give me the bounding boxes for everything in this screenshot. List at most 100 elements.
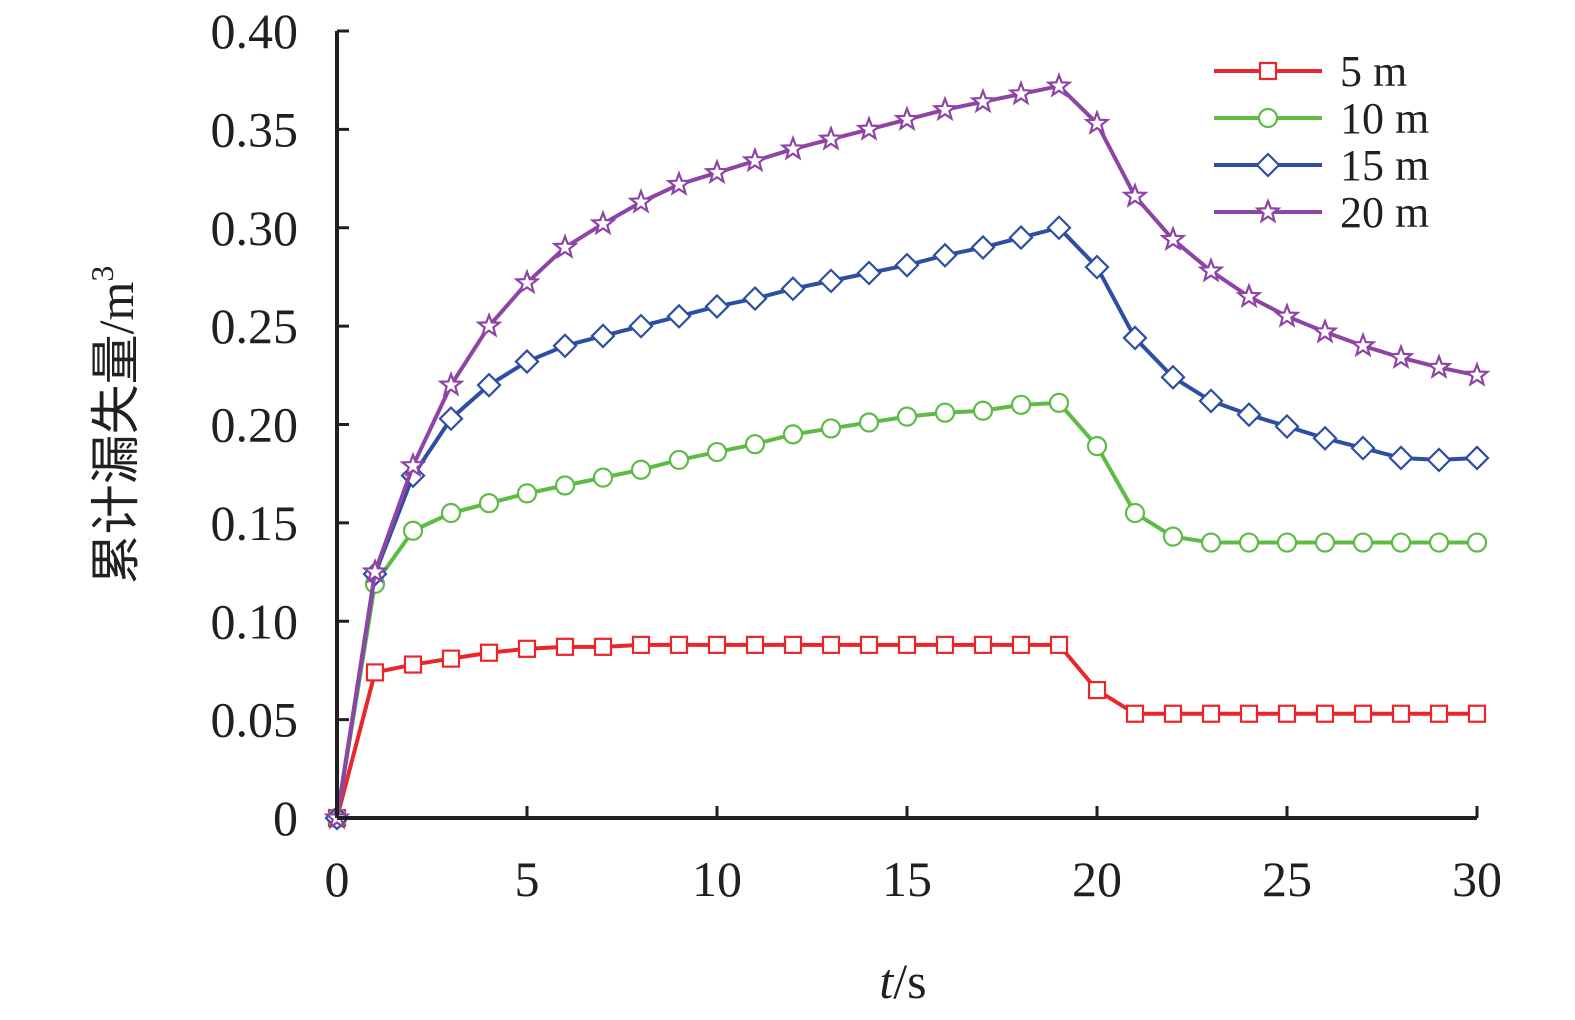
y-tick-label: 0.15 [211, 495, 299, 551]
series-point [1124, 502, 1146, 524]
series-point [817, 125, 845, 151]
series-point [628, 313, 654, 339]
series-point [666, 303, 692, 329]
legend-label: 20 m [1340, 188, 1429, 237]
series-point [631, 635, 651, 654]
y-axis-label: 累计漏失量/m3 [84, 266, 144, 585]
series-point [1162, 526, 1184, 547]
series-point [1391, 704, 1411, 723]
series-point [934, 402, 956, 423]
x-axis-label: t/s [879, 953, 926, 1009]
series-point [1273, 302, 1301, 328]
series-point [517, 639, 537, 658]
series-point [479, 643, 499, 662]
series-point [783, 635, 803, 654]
legend-marker [1255, 152, 1281, 178]
series-point [1084, 254, 1110, 280]
series-point [1388, 445, 1414, 471]
series-point [859, 635, 879, 654]
series-point [932, 242, 958, 268]
series-point [627, 188, 655, 214]
legend-item: 10 m [1214, 94, 1429, 143]
series-point [1046, 215, 1072, 241]
series-point [1048, 392, 1070, 413]
series-point [1008, 225, 1034, 251]
series-point [478, 493, 500, 514]
x-tick-label: 25 [1262, 851, 1312, 907]
series-point [1349, 331, 1377, 358]
series-point [1083, 109, 1111, 135]
series-point [745, 635, 765, 654]
series-point [1353, 704, 1373, 723]
series-point [514, 348, 540, 375]
y-tick-label: 0.30 [211, 200, 299, 256]
series-2 [326, 392, 1488, 829]
series-point [669, 635, 689, 654]
series-point [858, 412, 880, 433]
series-point [779, 134, 807, 161]
series-point [1239, 704, 1259, 723]
series-point [438, 406, 464, 432]
legend: 5 m10 m15 m20 m [1214, 47, 1429, 237]
series-point [744, 434, 766, 455]
x-tick-label: 30 [1452, 851, 1502, 907]
series-1 [327, 635, 1487, 828]
series-3 [324, 215, 1490, 831]
legend-marker [1258, 61, 1278, 81]
series-point [437, 370, 465, 397]
series-point [1467, 704, 1487, 723]
series-point [440, 502, 462, 524]
series-point [1087, 681, 1107, 700]
y-tick-label: 0.20 [211, 397, 299, 453]
series-point [969, 87, 997, 114]
series-point [820, 418, 842, 439]
y-tick-label: 0.10 [211, 593, 299, 649]
series-point [818, 268, 844, 294]
legend-label: 15 m [1340, 141, 1429, 190]
series-point [399, 451, 427, 478]
x-tick-label: 20 [1072, 851, 1122, 907]
series-point [1049, 635, 1069, 654]
series-point [1315, 704, 1335, 723]
series-point [893, 105, 921, 131]
series-point [897, 635, 917, 654]
series-point [1274, 413, 1300, 440]
series-point [1122, 325, 1148, 351]
series-line [335, 225, 1478, 819]
series-point [665, 170, 693, 196]
series-point [1160, 364, 1186, 390]
series-point [365, 663, 385, 682]
series-line [335, 642, 1477, 819]
series-point [1350, 435, 1376, 461]
series-point [896, 406, 918, 427]
series-point [1425, 353, 1453, 379]
series-point [780, 276, 806, 302]
y-tick-label: 0 [273, 790, 298, 846]
series-point [1235, 282, 1263, 309]
series-point [552, 333, 578, 359]
series-point [1352, 532, 1374, 553]
series-point [1390, 532, 1412, 553]
y-tick-label: 0.25 [211, 298, 299, 354]
legend-item: 20 m [1214, 188, 1429, 237]
series-point [1198, 388, 1224, 414]
series-point [973, 635, 993, 654]
y-tick-label: 0.35 [211, 101, 299, 157]
series-point [1238, 532, 1260, 553]
series-point [1125, 704, 1145, 723]
series-point [1463, 361, 1491, 387]
series-point [706, 441, 728, 463]
series-point [1236, 402, 1262, 428]
series-point [1163, 704, 1183, 723]
series-point [1466, 532, 1488, 553]
x-tick-label: 0 [325, 851, 350, 907]
series-point [361, 557, 389, 584]
series-point [1312, 425, 1338, 451]
y-tick-label: 0.05 [211, 692, 299, 748]
series-point [1428, 532, 1450, 553]
series-4 [323, 71, 1491, 830]
series-point [1045, 71, 1073, 98]
series-point [742, 286, 768, 312]
legend-label: 10 m [1340, 94, 1429, 143]
